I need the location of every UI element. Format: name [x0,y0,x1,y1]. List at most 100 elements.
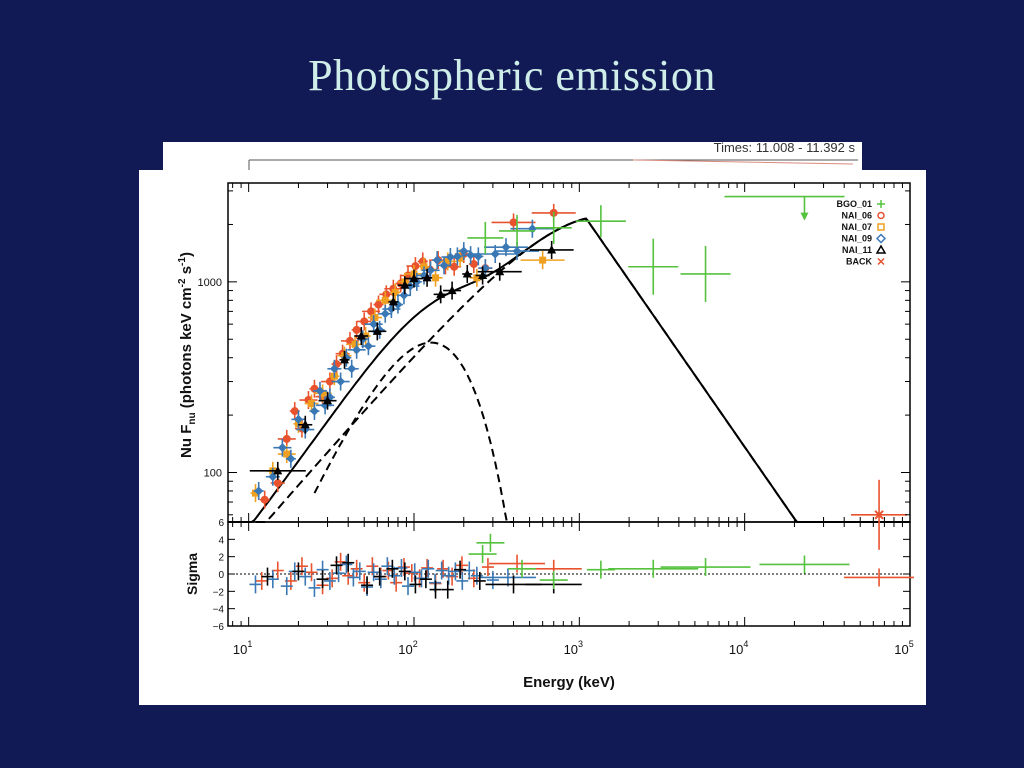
y-tick-label: 1000 [198,277,222,289]
data-point-marker [290,407,299,416]
data-point-marker [456,254,464,262]
res-y-tick-label: −6 [213,622,225,633]
residual-y-axis-label: Sigma [184,553,200,595]
blackbody-component-curve [313,341,514,523]
data-point-marker [436,289,446,298]
data-point-marker [473,274,481,282]
data-point-marker [277,443,287,453]
res-y-tick-label: −4 [213,605,225,616]
series-nai_06 [259,203,576,509]
data-point-marker [386,304,396,314]
band-component-curve [228,217,910,523]
data-point-marker [352,325,361,334]
legend-marker [875,244,887,254]
total-model-curve [228,217,910,523]
data-point-marker [509,218,518,227]
res-y-tick-label: 2 [218,553,224,564]
data-point-marker [490,249,500,259]
times-strip-svg: Times: 11.008 - 11.392 s [248,140,858,170]
legend-label: NAI_07 [841,222,872,232]
data-point-marker [254,486,264,496]
data-point-marker [439,260,449,270]
series-back [851,479,908,550]
data-point-marker [426,265,436,275]
figure-panel: Nu Fnu (photons keV cm-2 s-1) Sigma Ener… [139,170,926,705]
data-point-marker [347,364,357,374]
data-point-marker [371,314,379,322]
data-point-marker [450,262,459,271]
data-point-marker [462,268,472,278]
data-point-marker [356,330,366,340]
spectrum-chart: Nu Fnu (photons keV cm-2 s-1) Sigma Ener… [177,182,915,691]
data-point-marker [340,354,350,364]
ylabel-part: (photons keV cm [178,287,195,412]
res-y-tick-label: −2 [213,587,225,598]
data-point-marker [400,280,410,289]
data-point-marker [381,296,389,304]
legend-label: BACK [846,257,872,267]
legend-marker [875,233,887,244]
x-tick-label: 105 [894,639,913,657]
data-point-marker [512,246,522,256]
data-point-marker [286,454,296,464]
y-tick-label: 100 [204,468,222,480]
times-label: Times: 11.008 - 11.392 s [714,142,856,155]
ylabel-part: Nu F [178,425,195,458]
residual-series-nai_09 [249,555,536,597]
data-point-marker [309,406,319,416]
residual-series-bgo_01 [468,533,850,590]
spectrum-frame [227,182,911,523]
spectrum-plot-area [228,195,910,550]
x-tick-label: 102 [398,639,417,657]
data-point-marker [399,290,409,300]
residual-series-back [844,568,915,587]
data-point-marker [527,224,537,234]
data-point-marker [391,288,399,296]
data-point-marker [323,395,333,405]
x-tick-exponent: 5 [909,639,914,649]
data-point-marker [432,274,440,282]
ylabel-part: s [178,266,195,279]
x-tick-exponent: 4 [743,639,748,649]
ylabel-part: -1 [177,257,188,266]
res-y-tick-label: 6 [218,518,224,529]
data-point-marker [409,273,419,283]
data-point-marker [388,296,398,306]
residual-plot-area [228,533,915,599]
times-strip: Times: 11.008 - 11.392 s [163,140,862,170]
x-tick-exponent: 3 [578,639,583,649]
legend-label: NAI_09 [841,234,872,244]
data-point-marker [374,300,383,309]
data-point-marker [300,419,310,429]
axes: 101 102 103 104 105 100 1000 −6 −4 −2 0 2 4 6 [198,183,914,657]
data-point-marker [874,510,884,520]
data-point-marker [319,389,327,397]
upper-limit-arrowhead [800,212,809,221]
res-y-tick-label: 0 [218,570,224,581]
data-point-marker [380,309,390,319]
data-point-marker [478,270,488,279]
data-point-marker [329,364,339,374]
data-point-marker [260,495,269,504]
data-point-marker [422,272,432,282]
legend-label: NAI_06 [841,211,872,221]
data-point-marker [459,246,469,256]
spectrum-y-axis-label: Nu Fnu (photons keV cm-2 s-1) [177,252,198,458]
data-point-marker [315,386,325,396]
legend-label: BGO_01 [836,199,872,209]
data-point-marker [336,377,346,387]
data-point-marker [444,257,452,265]
x-tick-label: 103 [564,639,583,657]
data-point-marker [273,465,283,475]
ylabel-part: nu [187,412,198,424]
ylabel-part: -2 [177,278,188,287]
legend-marker [877,257,885,266]
data-point-marker [283,450,291,458]
data-point-marker [367,307,376,316]
data-point-marker [372,326,382,335]
data-point-marker [447,285,457,295]
data-point-marker [495,266,505,276]
ylabel-part: ) [178,252,195,257]
legend-marker [877,223,885,231]
legend-marker [877,211,885,220]
